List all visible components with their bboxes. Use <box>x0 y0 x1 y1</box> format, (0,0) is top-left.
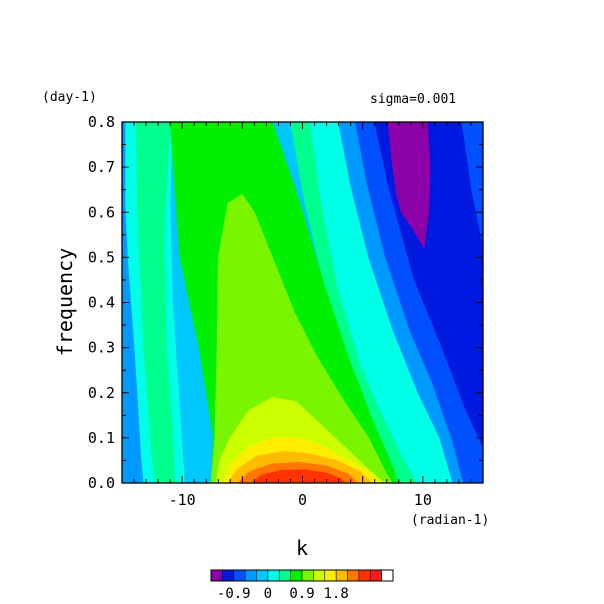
colorbar-swatch <box>313 570 326 581</box>
x-tick-label: 0 <box>298 491 307 509</box>
x-tick-label: -10 <box>169 491 196 509</box>
colorbar-swatch <box>302 570 314 581</box>
colorbar-swatch <box>211 570 223 581</box>
colorbar <box>210 569 394 582</box>
colorbar-swatch <box>256 570 269 581</box>
colorbar-swatch <box>358 570 371 581</box>
contour-band-aqua-green-left <box>136 122 176 483</box>
y-tick-label: 0.6 <box>88 203 115 221</box>
colorbar-swatch <box>290 570 303 581</box>
x-axis-label: k <box>296 536 308 560</box>
colorbar-tick-label: 0 <box>264 586 272 602</box>
colorbar-tick-label: 0.9 <box>289 586 314 602</box>
colorbar-swatch <box>381 570 394 581</box>
colorbar-swatch <box>233 570 246 581</box>
y-axis-label: frequency <box>53 248 77 356</box>
y-tick-label: 0.7 <box>88 158 115 176</box>
x-units-label: (radian-1) <box>411 513 489 528</box>
annotation-sigma: sigma=0.001 <box>370 92 456 107</box>
x-tick-labels: -10 0 10 <box>169 491 432 509</box>
y-tick-label: 0.2 <box>88 384 115 402</box>
y-units-label: (day-1) <box>42 90 97 105</box>
y-tick-label: 0.5 <box>88 248 115 266</box>
colorbar-swatch <box>324 570 337 581</box>
colorbar-swatch <box>336 570 348 581</box>
colorbar-tick-label: 1.8 <box>323 586 348 602</box>
y-tick-label: 0.3 <box>88 339 115 357</box>
colorbar-swatch <box>222 570 235 581</box>
contour-band-red <box>251 469 347 483</box>
axis-ticks <box>121 121 484 484</box>
y-tick-label: 0.1 <box>88 429 115 447</box>
colorbar-swatch <box>370 570 382 581</box>
colorbar-swatch <box>347 570 360 581</box>
colorbar-tick-label: -0.9 <box>217 586 251 602</box>
contour-plot-area <box>122 122 483 483</box>
y-tick-label: 0.8 <box>88 113 115 131</box>
colorbar-swatch <box>245 570 257 581</box>
y-tick-label: 0.4 <box>88 294 115 312</box>
colorbar-tick-labels: -0.9 0 0.9 1.8 <box>217 586 349 602</box>
y-tick-labels: 0.0 0.1 0.2 0.3 0.4 0.5 0.6 0.7 0.8 <box>88 113 115 492</box>
y-tick-label: 0.0 <box>88 474 115 492</box>
colorbar-swatch <box>279 570 291 581</box>
x-tick-label: 10 <box>414 491 432 509</box>
colorbar-swatch <box>267 570 280 581</box>
contour-band-purple <box>387 122 431 250</box>
